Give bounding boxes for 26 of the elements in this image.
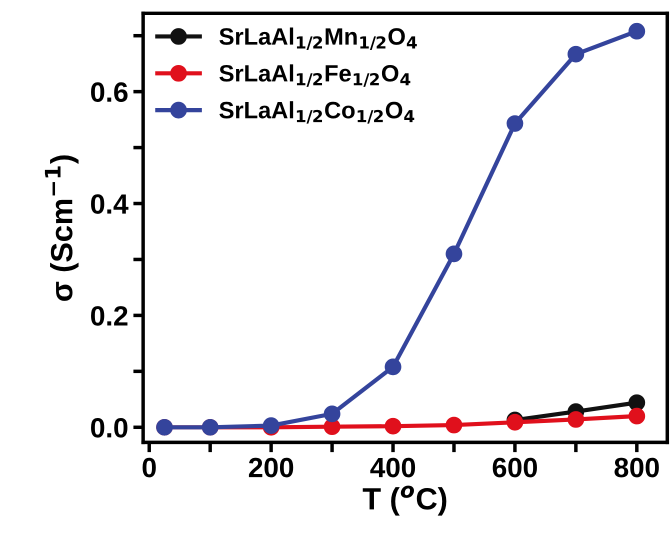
- point: [628, 408, 646, 424]
- point: [324, 406, 340, 422]
- point: [628, 22, 646, 40]
- y-tick-label: 0.2: [91, 306, 128, 326]
- point: [384, 358, 402, 376]
- point: [568, 411, 584, 428]
- y-axis-title: σ (Scm$^{−1}$): [44, 155, 79, 301]
- x-tick-label: 0: [142, 458, 156, 478]
- legend-label: SrLaAl$_{1/2}$Co$_{1/2}$O$_{4}$: [219, 101, 414, 124]
- y-tick-label: 0.0: [91, 418, 128, 438]
- y-tick-label: 0.4: [91, 194, 128, 214]
- x-axis-title: T ($^{o}$C): [362, 486, 446, 516]
- legend-label: SrLaAl$_{1/2}$Mn$_{1/2}$O$_{4}$: [219, 27, 417, 50]
- point: [506, 414, 524, 431]
- y-tick-label: 0.6: [91, 82, 128, 102]
- x-tick-label: 600: [492, 458, 537, 478]
- legend-label: SrLaAl$_{1/2}$Fe$_{1/2}$O$_{4}$: [219, 64, 410, 87]
- point: [446, 246, 462, 262]
- point: [628, 394, 646, 412]
- x-tick-label: 400: [370, 458, 416, 478]
- point: [506, 115, 524, 132]
- point: [384, 418, 402, 434]
- x-tick-label: 200: [248, 458, 294, 478]
- point: [446, 416, 462, 434]
- point: [568, 46, 584, 62]
- x-tick-label: 800: [614, 458, 659, 478]
